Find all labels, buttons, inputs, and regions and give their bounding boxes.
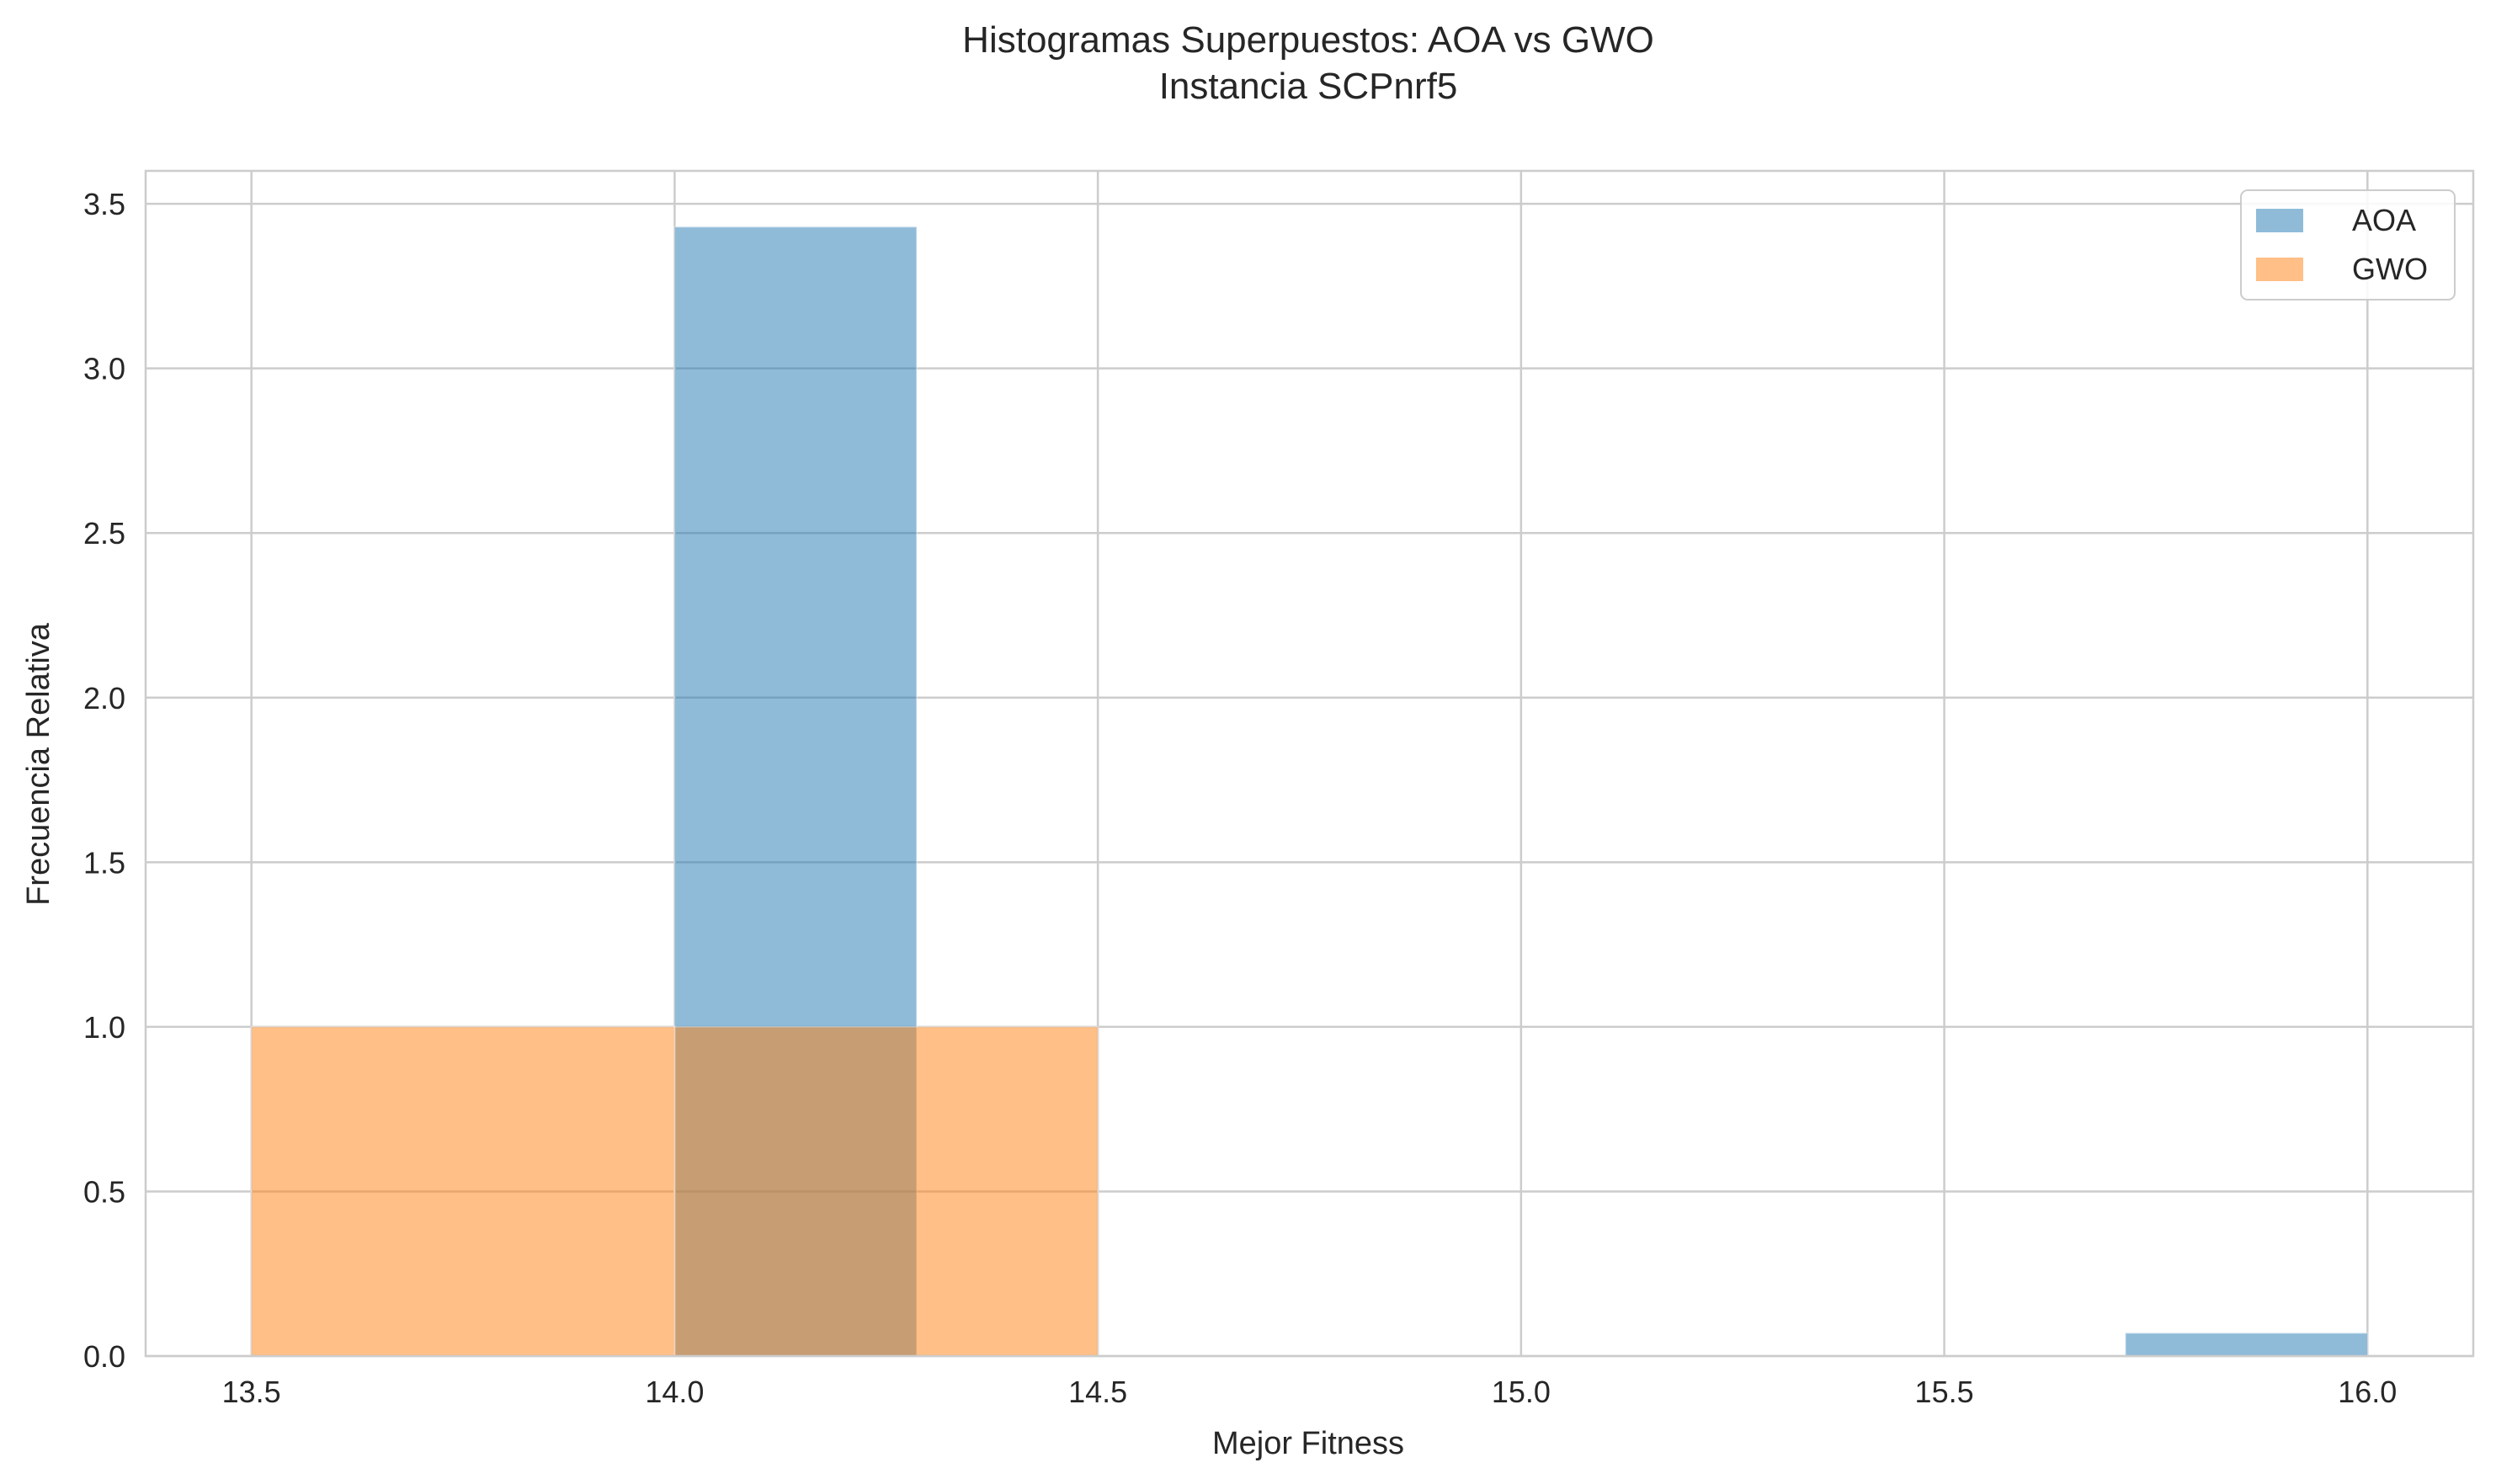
y-tick-label: 0.5 — [83, 1174, 125, 1209]
legend-label-aoa: AOA — [2352, 203, 2416, 237]
grid-layer — [146, 171, 2473, 1358]
chart-title: Histogramas Superpuestos: AOA vs GWO — [962, 19, 1654, 61]
legend-swatch-aoa — [2256, 209, 2303, 232]
bar-gwo — [250, 1025, 676, 1358]
legend: AOA GWO — [2240, 189, 2456, 301]
bars-layer — [250, 226, 2369, 1358]
x-tick-label: 14.0 — [645, 1375, 704, 1409]
x-tick-label: 13.5 — [222, 1375, 281, 1409]
y-tick-label: 2.0 — [83, 681, 125, 715]
ticks-layer: 13.5 14.0 14.5 15.0 15.5 16.0 0.0 0.5 1.0 1.5 2.0 2… — [83, 187, 2397, 1409]
bar-aoa — [2124, 1332, 2369, 1357]
x-tick-label: 16.0 — [2338, 1375, 2397, 1409]
legend-label-gwo: GWO — [2352, 252, 2428, 286]
x-tick-label: 14.5 — [1068, 1375, 1127, 1409]
chart-subtitle: Instancia SCPnrf5 — [1159, 66, 1458, 107]
x-axis-label: Mejor Fitness — [1212, 1426, 1404, 1461]
y-tick-label: 2.5 — [83, 516, 125, 551]
x-tick-label: 15.0 — [1492, 1375, 1551, 1409]
y-tick-label: 3.0 — [83, 352, 125, 386]
bar-gwo — [673, 1025, 1099, 1358]
y-tick-label: 0.0 — [83, 1339, 125, 1374]
y-tick-label: 1.5 — [83, 845, 125, 880]
y-tick-label: 1.0 — [83, 1010, 125, 1045]
y-tick-label: 3.5 — [83, 187, 125, 221]
y-axis-label: Frecuencia Relativa — [21, 622, 56, 906]
legend-swatch-gwo — [2256, 258, 2303, 281]
x-tick-label: 15.5 — [1915, 1375, 1974, 1409]
plot-frame — [144, 169, 2475, 1358]
